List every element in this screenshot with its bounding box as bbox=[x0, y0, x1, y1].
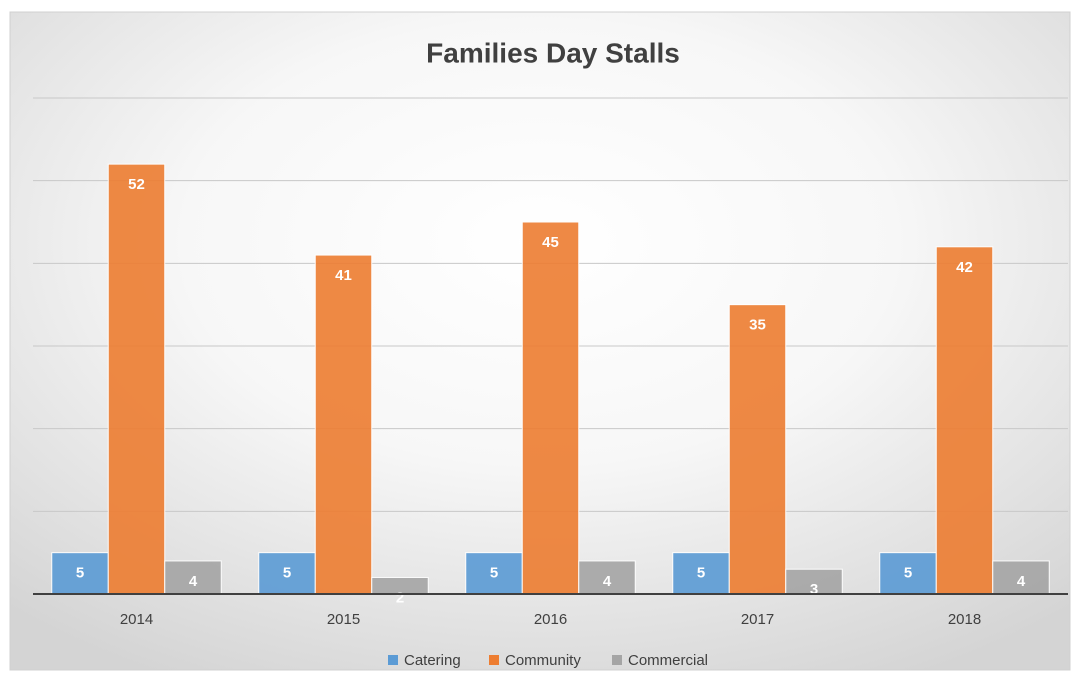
data-label: 5 bbox=[904, 565, 912, 582]
data-label: 5 bbox=[697, 565, 705, 582]
x-tick-label: 2015 bbox=[327, 611, 360, 628]
bar bbox=[521, 221, 580, 595]
data-label: 4 bbox=[1017, 573, 1026, 590]
x-tick-label: 2016 bbox=[534, 611, 567, 628]
x-tick-label: 2018 bbox=[948, 611, 981, 628]
data-label: 41 bbox=[335, 267, 352, 284]
legend-label: Catering bbox=[404, 652, 461, 669]
bar bbox=[992, 560, 1050, 595]
data-label: 35 bbox=[749, 317, 766, 334]
bar bbox=[728, 304, 787, 595]
data-label: 2 bbox=[396, 589, 404, 606]
legend-swatch bbox=[612, 655, 622, 665]
data-label: 5 bbox=[283, 565, 291, 582]
bar bbox=[672, 552, 730, 595]
bar bbox=[51, 552, 109, 595]
bar bbox=[107, 163, 166, 595]
data-label: 52 bbox=[128, 176, 145, 193]
data-label: 45 bbox=[542, 234, 559, 251]
x-tick-label: 2014 bbox=[120, 611, 153, 628]
bar bbox=[164, 560, 222, 595]
chart-title: Families Day Stalls bbox=[426, 37, 680, 68]
data-label: 5 bbox=[76, 565, 84, 582]
bar bbox=[879, 552, 937, 595]
data-label: 5 bbox=[490, 565, 498, 582]
data-label: 42 bbox=[956, 259, 973, 276]
legend-label: Community bbox=[505, 652, 581, 669]
data-label: 3 bbox=[810, 581, 818, 598]
data-label: 4 bbox=[189, 573, 198, 590]
legend-label: Commercial bbox=[628, 652, 708, 669]
data-label: 4 bbox=[603, 573, 612, 590]
legend-swatch bbox=[388, 655, 398, 665]
bar bbox=[258, 552, 316, 595]
x-tick-label: 2017 bbox=[741, 611, 774, 628]
bar bbox=[465, 552, 523, 595]
bar bbox=[314, 254, 373, 595]
bar bbox=[935, 246, 994, 595]
bar bbox=[578, 560, 636, 595]
legend-swatch bbox=[489, 655, 499, 665]
